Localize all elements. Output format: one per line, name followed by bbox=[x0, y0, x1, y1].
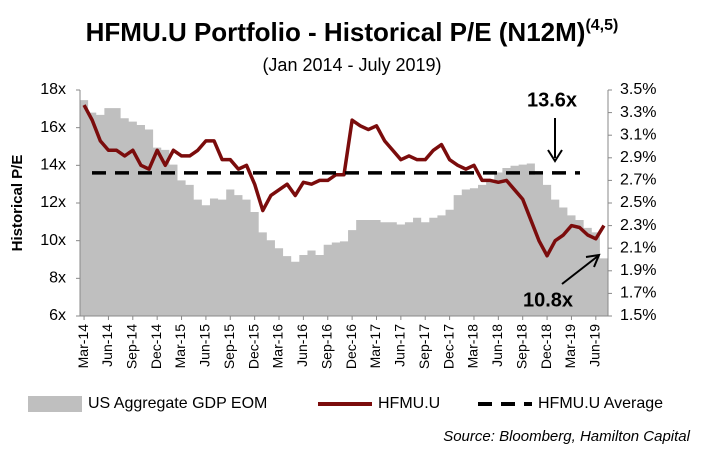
arrow-head bbox=[585, 253, 601, 268]
y2-tick-label: 2.5% bbox=[620, 194, 656, 211]
x-tick-label: Dec-14 bbox=[148, 324, 164, 369]
x-tick-label: Mar-14 bbox=[75, 324, 91, 369]
source: Source: Bloomberg, Hamilton Capital bbox=[443, 428, 690, 445]
y-tick-label: 12x bbox=[40, 194, 66, 211]
y2-tick-label: 1.5% bbox=[620, 307, 656, 324]
y2-tick-label: 1.9% bbox=[620, 262, 656, 279]
x-tick-label: Sep-18 bbox=[513, 324, 529, 369]
x-tick-label: Jun-18 bbox=[489, 324, 505, 367]
x-tick-label: Jun-17 bbox=[392, 324, 408, 367]
y-axis-label: Historical P/E bbox=[9, 155, 26, 252]
x-tick-label: Sep-17 bbox=[416, 324, 432, 369]
y2-tick-label: 1.7% bbox=[620, 285, 656, 302]
area bbox=[80, 100, 608, 316]
x-tick-label: Dec-17 bbox=[440, 324, 456, 369]
y2-tick-label: 2.9% bbox=[620, 149, 656, 166]
y2-tick-label: 2.3% bbox=[620, 217, 656, 234]
annotation: 10.8x bbox=[523, 289, 573, 311]
x-tick-label: Dec-18 bbox=[538, 324, 554, 369]
y2-tick-label: 3.1% bbox=[620, 126, 656, 143]
y2-tick-label: 2.7% bbox=[620, 172, 656, 189]
subtitle: (Jan 2014 - July 2019) bbox=[262, 55, 441, 75]
x-tick-label: Mar-19 bbox=[562, 324, 578, 369]
x-tick-label: Jun-14 bbox=[99, 324, 115, 367]
y-tick-label: 10x bbox=[40, 232, 66, 249]
legend-swatch bbox=[28, 396, 82, 412]
x-tick-label: Jun-19 bbox=[587, 324, 603, 367]
title-main: HFMU.U Portfolio - Historical P/E (N12M) bbox=[86, 17, 586, 47]
arrow bbox=[561, 255, 599, 285]
y2-tick-label: 3.3% bbox=[620, 104, 656, 121]
y2-tick-label: 2.1% bbox=[620, 239, 656, 256]
y-tick-label: 6x bbox=[49, 307, 66, 324]
line bbox=[82, 104, 606, 258]
legend-label: HFMU.U bbox=[378, 395, 440, 412]
legend-label: HFMU.U Average bbox=[538, 395, 663, 412]
x-tick-label: Dec-15 bbox=[245, 324, 261, 369]
title-superscript: (4,5) bbox=[585, 17, 618, 34]
x-tick-label: Dec-16 bbox=[343, 324, 359, 369]
x-tick-label: Sep-14 bbox=[124, 324, 140, 369]
average-label: 13.6x bbox=[527, 89, 577, 111]
y-tick-label: 8x bbox=[49, 270, 66, 287]
x-tick-label: Jun-15 bbox=[197, 324, 213, 367]
x-tick-label: Jun-16 bbox=[294, 324, 310, 367]
chart-title: HFMU.U Portfolio - Historical P/E (N12M)… bbox=[86, 17, 619, 47]
legend-label: US Aggregate GDP EOM bbox=[88, 395, 267, 412]
y2-tick-label: 3.5% bbox=[620, 81, 656, 98]
y-tick-label: 14x bbox=[40, 157, 66, 174]
x-tick-label: Mar-15 bbox=[172, 324, 188, 369]
x-tick-label: Sep-16 bbox=[318, 324, 334, 369]
arrow-head bbox=[547, 149, 563, 163]
y-tick-label: 18x bbox=[40, 81, 66, 98]
x-tick-label: Sep-15 bbox=[221, 324, 237, 369]
x-tick-label: Mar-18 bbox=[465, 324, 481, 369]
y-tick-label: 16x bbox=[40, 119, 66, 136]
legend: US Aggregate GDP EOM HFMU.U HFMU.U Average bbox=[28, 395, 663, 412]
x-tick-label: Mar-17 bbox=[367, 324, 383, 369]
x-tick-label: Mar-16 bbox=[270, 324, 286, 369]
